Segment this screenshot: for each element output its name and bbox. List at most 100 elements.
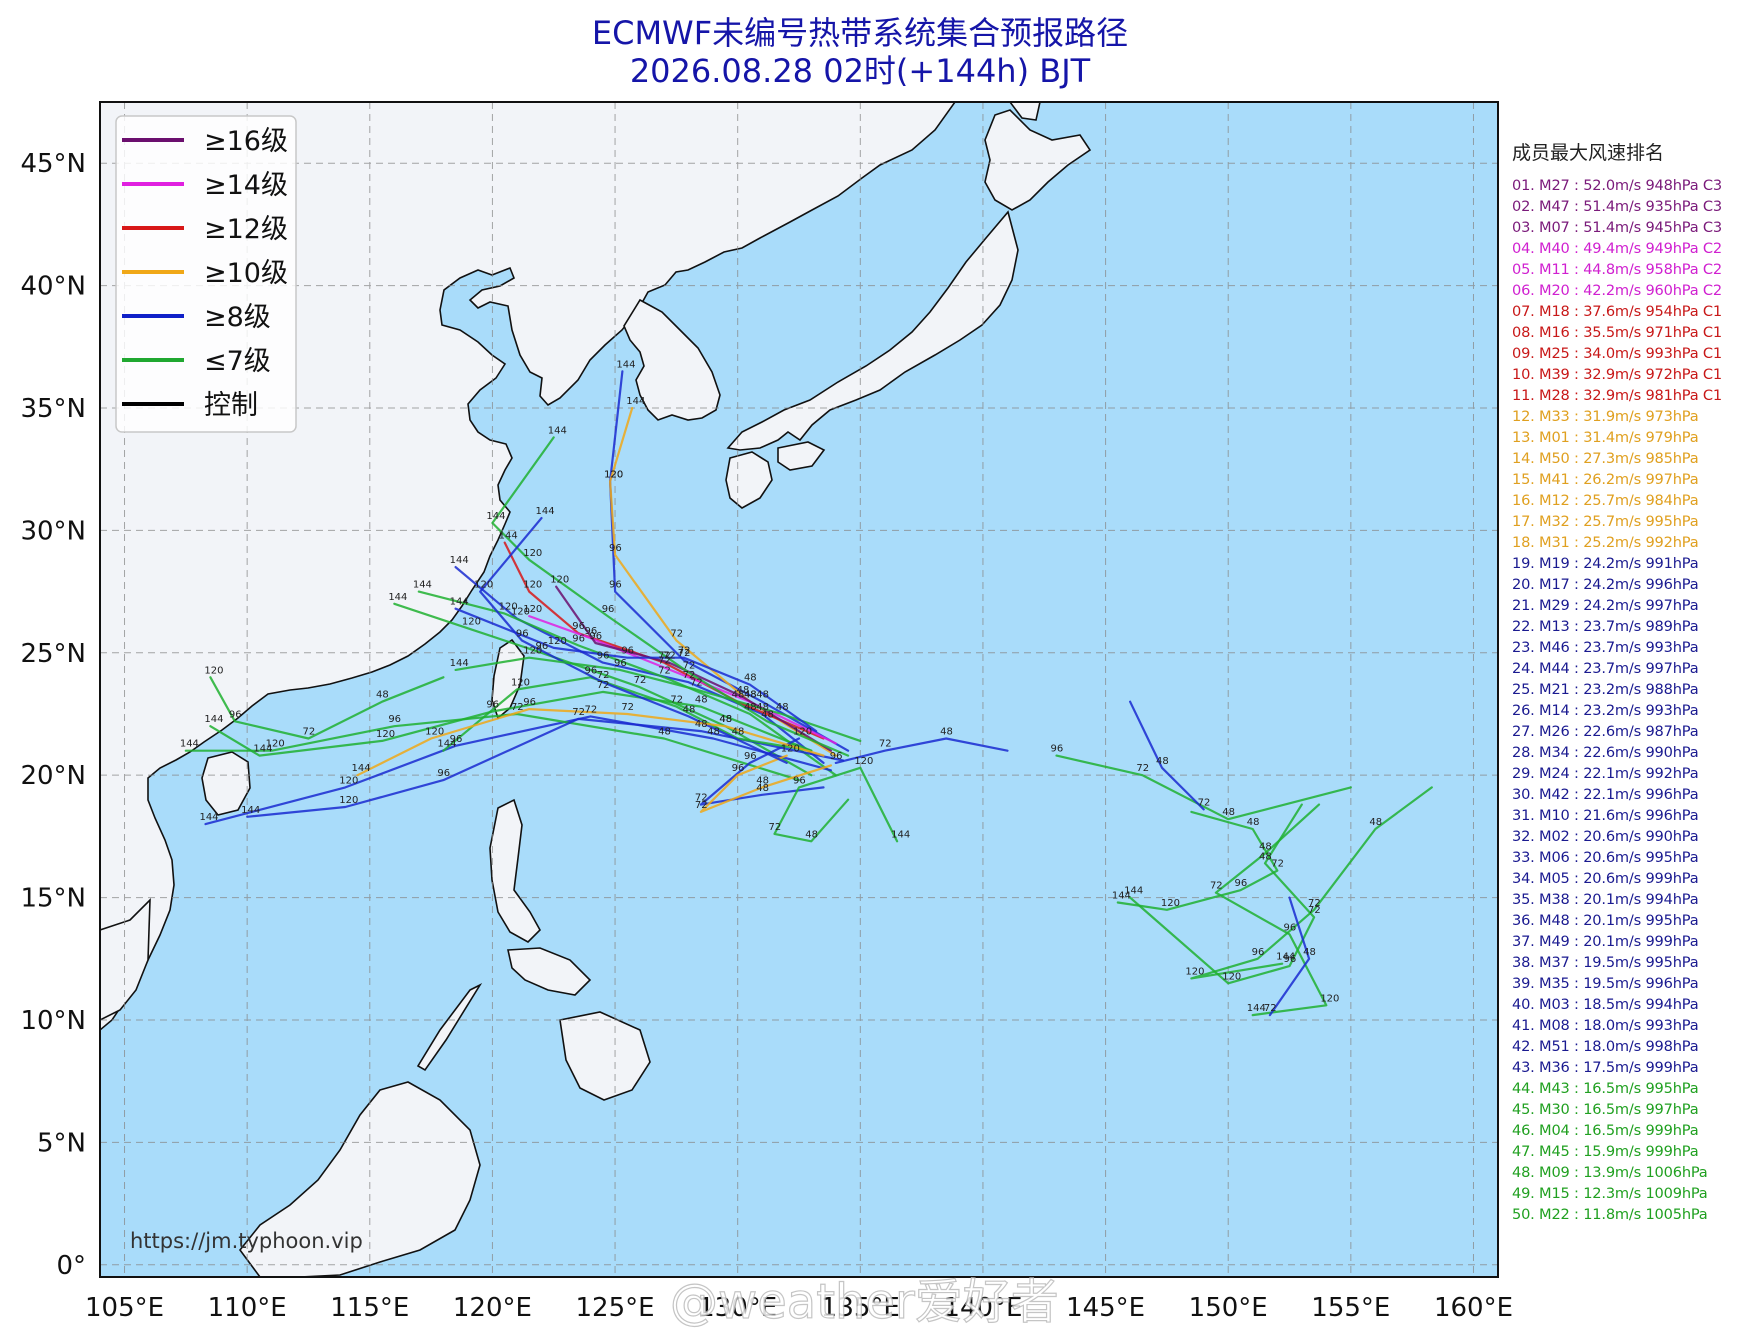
lat-tick-label: 15°N — [20, 884, 86, 914]
track-hour-label: 72 — [879, 739, 892, 750]
track-hour-label: 72 — [597, 680, 610, 691]
lon-tick-label: 105°E — [85, 1293, 164, 1323]
track-hour-label: 96 — [437, 768, 450, 779]
lon-tick-label: 125°E — [576, 1293, 655, 1323]
track-hour-label: 48 — [756, 702, 769, 713]
ranking-row: 14. M50 : 27.3m/s 985hPa — [1512, 450, 1699, 467]
track-hour-label: 72 — [634, 675, 647, 686]
track-hour-label: 72 — [1308, 898, 1321, 909]
ranking-row: 34. M05 : 20.6m/s 999hPa — [1512, 870, 1699, 887]
ranking-row: 10. M39 : 32.9m/s 972hPa C1 — [1512, 366, 1722, 383]
ranking-row: 24. M44 : 23.7m/s 997hPa — [1512, 660, 1699, 677]
ranking-row: 33. M06 : 20.6m/s 995hPa — [1512, 849, 1699, 866]
legend-box — [115, 115, 297, 433]
ranking-row: 27. M26 : 22.6m/s 987hPa — [1512, 723, 1699, 740]
track-hour-label: 120 — [604, 469, 623, 480]
track-hour-label: 72 — [658, 665, 671, 676]
lon-tick-label: 140°E — [943, 1293, 1022, 1323]
track-hour-label: 72 — [683, 670, 696, 681]
track-hour-label: 72 — [690, 678, 703, 689]
track-hour-label: 120 — [511, 678, 530, 689]
ranking-row: 05. M11 : 44.8m/s 958hPa C2 — [1512, 261, 1722, 278]
ranking-row: 18. M31 : 25.2m/s 992hPa — [1512, 534, 1699, 551]
map-frame — [99, 101, 1499, 1278]
ranking-row: 15. M41 : 26.2m/s 997hPa — [1512, 471, 1699, 488]
track-hour-label: 48 — [1247, 817, 1260, 828]
ranking-row: 38. M37 : 19.5m/s 995hPa — [1512, 954, 1699, 971]
track-hour-label: 48 — [707, 726, 720, 737]
ranking-row: 20. M17 : 24.2m/s 996hPa — [1512, 576, 1699, 593]
track-hour-label: 48 — [1369, 817, 1382, 828]
ensemble-track — [528, 614, 837, 745]
track-hour-label: 48 — [658, 726, 671, 737]
ranking-row: 09. M25 : 34.0m/s 993hPa C1 — [1512, 345, 1722, 362]
track-hour-label: 96 — [830, 751, 843, 762]
track-hour-label: 120 — [1222, 971, 1241, 982]
ranking-row: 07. M18 : 37.6m/s 954hPa C1 — [1512, 303, 1722, 320]
ranking-row: 11. M28 : 32.9m/s 981hPa C1 — [1512, 387, 1722, 404]
track-hour-label: 72 — [658, 651, 671, 662]
track-hour-label: 48 — [737, 685, 750, 696]
ranking-row: 28. M34 : 22.6m/s 990hPa — [1512, 744, 1699, 761]
track-hour-label: 144 — [241, 805, 260, 816]
track-hour-label: 120 — [1161, 898, 1180, 909]
ensemble-track — [555, 585, 833, 752]
ranking-row: 08. M16 : 35.5m/s 971hPa C1 — [1512, 324, 1722, 341]
track-hour-label: 144 — [413, 580, 432, 591]
ranking-row: 16. M12 : 25.7m/s 984hPa — [1512, 492, 1699, 509]
ranking-row: 40. M03 : 18.5m/s 994hPa — [1512, 996, 1699, 1013]
track-hour-label: 144 — [548, 425, 567, 436]
track-hour-label: 72 — [1308, 905, 1321, 916]
track-hour-label: 96 — [450, 734, 463, 745]
ranking-row: 23. M46 : 23.7m/s 993hPa — [1512, 639, 1699, 656]
lon-tick-label: 155°E — [1311, 1293, 1390, 1323]
track-hour-label: 144 — [626, 396, 645, 407]
ranking-row: 04. M40 : 49.4m/s 949hPa C2 — [1512, 240, 1722, 257]
track-hour-label: 144 — [616, 359, 635, 370]
chart-title: ECMWF未编号热带系统集合预报路径 2026.08.28 02时(+144h)… — [0, 14, 1720, 90]
ranking-row: 02. M47 : 51.4m/s 935hPa C3 — [1512, 198, 1722, 215]
ranking-row: 29. M24 : 22.1m/s 992hPa — [1512, 765, 1699, 782]
track-hour-label: 96 — [609, 543, 622, 554]
track-hour-label: 120 — [376, 729, 395, 740]
track-hour-label: 48 — [719, 714, 732, 725]
track-hour-label: 144 — [204, 714, 223, 725]
legend-label: ≥10级 — [204, 258, 288, 289]
hainan — [201, 751, 251, 816]
ranking-row: 13. M01 : 31.4m/s 979hPa — [1512, 429, 1699, 446]
track-hour-label: 48 — [1222, 807, 1235, 818]
track-hour-label: 96 — [793, 775, 806, 786]
legend-label: ≥16级 — [204, 126, 288, 157]
track-hour-label: 72 — [302, 726, 315, 737]
track-hour-label: 48 — [744, 673, 757, 684]
track-hour-label: 48 — [1259, 851, 1272, 862]
track-hour-label: 96 — [732, 763, 745, 774]
track-hour-label: 144 — [486, 511, 505, 522]
track-hour-label: 120 — [550, 575, 569, 586]
track-hour-label: 120 — [425, 726, 444, 737]
track-hour-label: 144 — [450, 658, 469, 669]
lon-tick-label: 160°E — [1434, 1293, 1513, 1323]
ensemble-track — [834, 737, 1009, 765]
track-hour-label: 48 — [756, 783, 769, 794]
ranking-row: 46. M04 : 16.5m/s 999hPa — [1512, 1122, 1699, 1139]
ensemble-track — [699, 737, 825, 806]
track-hour-label: 144 — [450, 555, 469, 566]
ensemble-track — [204, 715, 833, 826]
sakhalin — [1009, 102, 1041, 121]
track-hour-label: 72 — [678, 648, 691, 659]
palawan — [416, 983, 483, 1072]
track-hour-label: 48 — [732, 726, 745, 737]
track-hour-label: 144 — [499, 531, 518, 542]
track-hour-label: 96 — [597, 651, 610, 662]
track-hour-label: 48 — [744, 690, 757, 701]
track-hour-label: 48 — [695, 695, 708, 706]
ensemble-track — [454, 565, 825, 765]
track-hour-label: 144 — [199, 812, 218, 823]
track-hour-label: 48 — [695, 719, 708, 730]
ensemble-track — [608, 370, 850, 752]
land-masses — [100, 102, 1092, 1277]
track-hour-label: 72 — [572, 707, 585, 718]
track-hour-label: 72 — [1271, 859, 1284, 870]
track-hour-label: 120 — [523, 646, 542, 657]
